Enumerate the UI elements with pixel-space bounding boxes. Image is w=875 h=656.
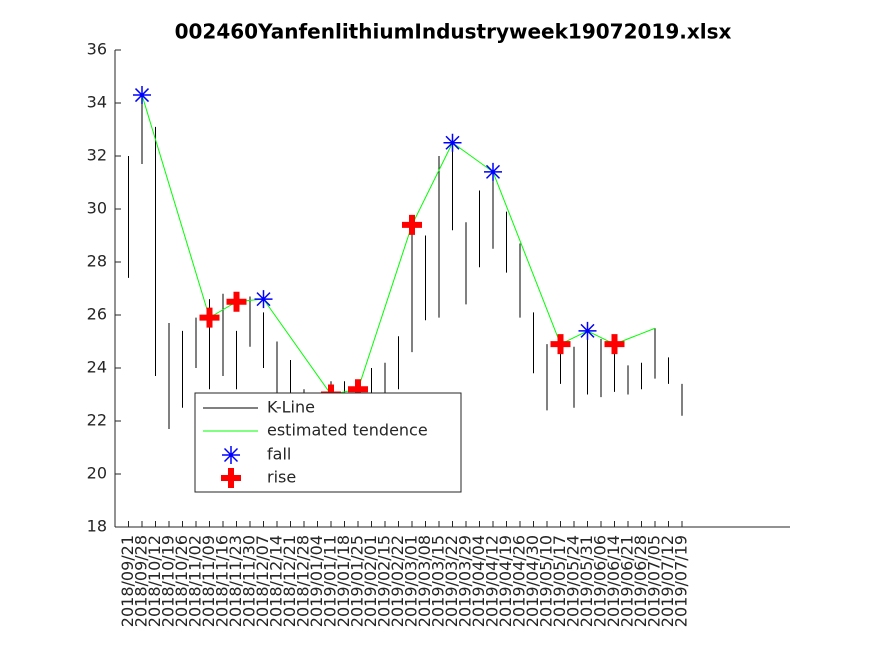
x-tick-label: 2019/03/29 [456,535,475,627]
fall-marker [443,133,462,152]
x-tick-label: 2018/11/23 [226,535,245,627]
x-tick-label: 2019/01/18 [334,535,353,627]
x-tick-label: 2019/06/14 [604,535,623,627]
x-tick-label: 2019/04/19 [496,535,515,627]
x-tick-label: 2019/07/19 [672,535,691,627]
y-tick-label: 24 [87,358,107,377]
y-tick-label: 36 [87,40,107,59]
x-tick-label: 2018/12/28 [294,535,313,627]
x-tick-label: 2019/06/28 [631,535,650,627]
legend-label: fall [267,445,291,464]
x-tick-label: 2019/03/15 [429,535,448,627]
x-tick-label: 2019/01/25 [348,535,367,627]
x-tick-label: 2018/10/19 [159,535,178,627]
fall-marker [484,162,502,181]
chart-title: 002460YanfenlithiumIndustryweek19072019.… [175,20,732,44]
x-tick-label: 2018/12/07 [253,535,272,627]
legend: K-Line estimated tendence fall rise [194,392,462,493]
x-tick-label: 2019/01/04 [307,535,326,627]
rise-marker [550,334,571,355]
x-tick-label: 2019/05/10 [537,535,556,627]
rise-marker [402,214,422,235]
x-tick-label: 2019/04/12 [483,535,502,627]
legend-swatch [222,446,240,464]
x-tick-label: 2019/02/15 [375,535,394,627]
x-tick-label: 2019/05/31 [577,535,596,627]
x-tick-label: 2019/05/24 [564,535,583,627]
x-tick-label: 2019/06/21 [618,535,637,627]
x-tick-label: 2019/04/04 [469,535,488,627]
x-tick-label: 2018/10/26 [172,535,191,627]
y-tick-label: 28 [87,252,107,271]
x-tick-label: 2018/10/12 [145,535,164,627]
x-tick-label: 2018/12/14 [267,535,286,627]
legend-label: rise [267,468,296,487]
y-tick-label: 32 [87,146,107,165]
y-tick-label: 26 [87,305,107,324]
fall-marker [133,86,151,105]
rise-marker [199,307,220,328]
x-tick-label: 2019/04/30 [523,535,542,627]
x-tick-label: 2018/11/30 [240,535,259,627]
x-tick-label: 2019/04/26 [510,535,529,627]
x-tick-label: 2019/01/11 [321,535,340,627]
fall-marker [254,290,273,309]
x-tick-label: 2018/09/28 [132,535,151,627]
x-tick-label: 2019/03/22 [442,535,461,627]
x-tick-label: 2019/05/17 [550,535,569,627]
legend-label: estimated tendence [267,421,428,440]
y-tick-label: 20 [87,464,107,483]
y-tick-label: 18 [87,517,107,536]
y-tick-label: 30 [87,199,107,218]
x-tick-label: 2019/03/01 [402,535,421,627]
y-tick-label: 22 [87,411,107,430]
legend-label: K-Line [267,398,315,417]
x-tick-label: 2018/09/21 [118,535,137,627]
x-tick-label: 2019/06/06 [591,535,610,627]
x-tick-label: 2018/12/21 [280,535,299,627]
x-tick-label: 2019/07/12 [658,535,677,627]
x-tick-label: 2018/11/16 [213,535,232,627]
fall-marker [578,321,597,340]
x-tick-label: 2019/03/08 [415,535,434,627]
rise-marker [604,334,625,355]
x-tick-label: 2019/02/22 [388,535,407,627]
y-tick-label: 34 [87,93,107,112]
x-tick-label: 2019/07/05 [645,535,664,627]
rise-marker [226,291,247,312]
legend-swatch [221,468,241,488]
x-tick-label: 2019/02/01 [361,535,380,627]
x-tick-label: 2018/11/02 [186,535,205,627]
x-tick-label: 2018/11/09 [199,535,218,627]
